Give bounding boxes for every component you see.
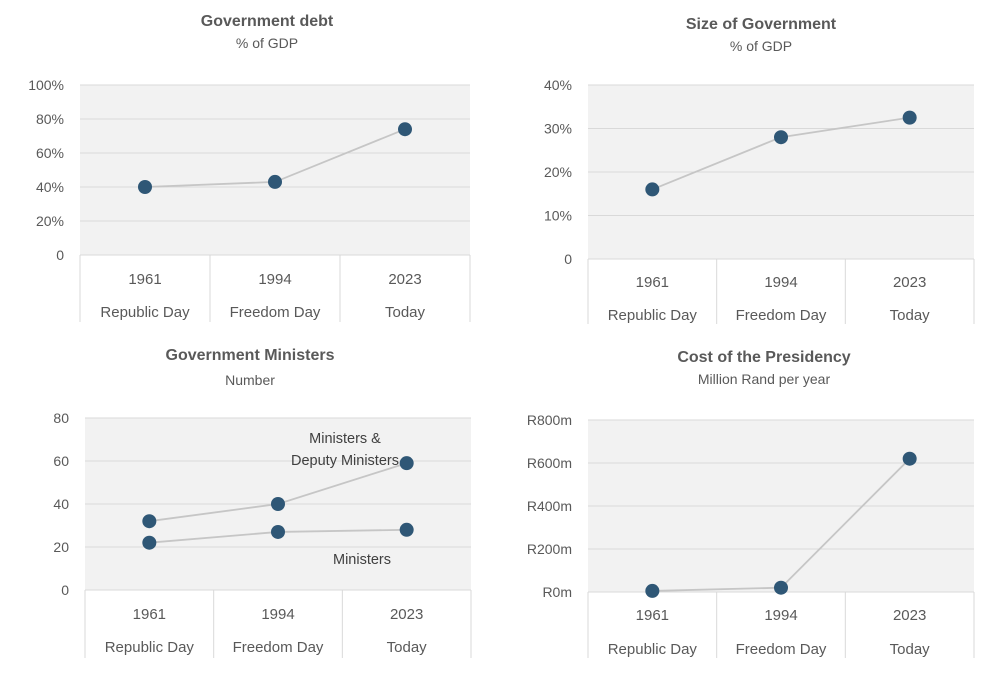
y-tick-label: 40% bbox=[544, 77, 572, 93]
chart-subtitle: Number bbox=[225, 372, 275, 388]
x-category-sublabel: Freedom Day bbox=[230, 304, 321, 321]
y-tick-label: 0 bbox=[61, 582, 69, 598]
data-point bbox=[268, 174, 282, 189]
x-tick-label: 2023 bbox=[388, 271, 421, 288]
y-tick-label: R200m bbox=[527, 541, 572, 557]
x-category-sublabel: Today bbox=[890, 307, 931, 324]
chart-title: Government Ministers bbox=[166, 347, 335, 364]
data-point bbox=[271, 497, 285, 511]
data-point bbox=[138, 180, 152, 194]
x-tick-label: 2023 bbox=[893, 607, 926, 624]
chart-subtitle: % of GDP bbox=[730, 38, 792, 54]
x-tick-label: 1994 bbox=[764, 607, 797, 624]
y-tick-label: 60 bbox=[53, 453, 69, 469]
x-category-sublabel: Freedom Day bbox=[233, 639, 324, 656]
x-tick-label: 1961 bbox=[636, 607, 669, 624]
x-category-sublabel: Republic Day bbox=[608, 641, 698, 658]
x-category-sublabel: Freedom Day bbox=[736, 307, 827, 324]
data-point bbox=[645, 583, 660, 598]
chart-subtitle: Million Rand per year bbox=[698, 371, 831, 387]
y-tick-label: 0 bbox=[56, 247, 64, 263]
x-tick-label: 1994 bbox=[764, 274, 797, 291]
x-tick-label: 2023 bbox=[893, 274, 926, 291]
data-point bbox=[902, 451, 917, 466]
data-point bbox=[645, 182, 660, 197]
chart-title: Cost of the Presidency bbox=[677, 349, 850, 366]
chart-title: Government debt bbox=[201, 13, 334, 30]
y-tick-label: R600m bbox=[527, 455, 572, 471]
data-point bbox=[902, 110, 917, 125]
series-label: Ministers bbox=[333, 552, 391, 568]
data-point bbox=[271, 524, 285, 539]
x-category-sublabel: Today bbox=[890, 641, 931, 658]
x-category-sublabel: Republic Day bbox=[608, 307, 698, 324]
y-tick-label: 20% bbox=[36, 213, 64, 229]
series-label: Deputy Ministers bbox=[291, 453, 399, 469]
x-category-sublabel: Today bbox=[387, 639, 428, 656]
y-tick-label: 20% bbox=[544, 164, 572, 180]
y-tick-label: R0m bbox=[542, 584, 572, 600]
y-tick-label: 40 bbox=[53, 496, 69, 512]
x-category-sublabel: Today bbox=[385, 304, 426, 321]
data-point bbox=[142, 535, 157, 550]
series-label: Ministers & bbox=[309, 431, 381, 447]
x-tick-label: 1994 bbox=[258, 271, 291, 288]
x-tick-label: 1961 bbox=[128, 271, 161, 288]
y-tick-label: R800m bbox=[527, 412, 572, 428]
plot-area bbox=[80, 85, 470, 255]
data-point bbox=[398, 122, 412, 137]
data-point bbox=[774, 580, 788, 595]
x-category-sublabel: Republic Day bbox=[100, 304, 190, 321]
y-tick-label: 20 bbox=[53, 539, 69, 555]
data-point bbox=[399, 456, 414, 471]
y-tick-label: 0 bbox=[564, 251, 572, 267]
y-tick-label: 100% bbox=[28, 77, 64, 93]
chart-subtitle: % of GDP bbox=[236, 35, 298, 51]
y-tick-label: 80% bbox=[36, 111, 64, 127]
x-category-sublabel: Republic Day bbox=[105, 639, 195, 656]
x-tick-label: 1994 bbox=[261, 606, 294, 623]
data-point bbox=[399, 522, 414, 537]
y-tick-label: 80 bbox=[53, 410, 69, 426]
data-point bbox=[774, 130, 788, 145]
x-tick-label: 1961 bbox=[636, 274, 669, 291]
x-tick-label: 2023 bbox=[390, 606, 423, 623]
y-tick-label: 60% bbox=[36, 145, 64, 161]
y-tick-label: R400m bbox=[527, 498, 572, 514]
x-tick-label: 1961 bbox=[133, 606, 166, 623]
x-category-sublabel: Freedom Day bbox=[736, 641, 827, 658]
y-tick-label: 40% bbox=[36, 179, 64, 195]
data-point bbox=[142, 514, 157, 529]
y-tick-label: 30% bbox=[544, 121, 572, 137]
y-tick-label: 10% bbox=[544, 208, 572, 224]
chart-title: Size of Government bbox=[686, 16, 837, 33]
